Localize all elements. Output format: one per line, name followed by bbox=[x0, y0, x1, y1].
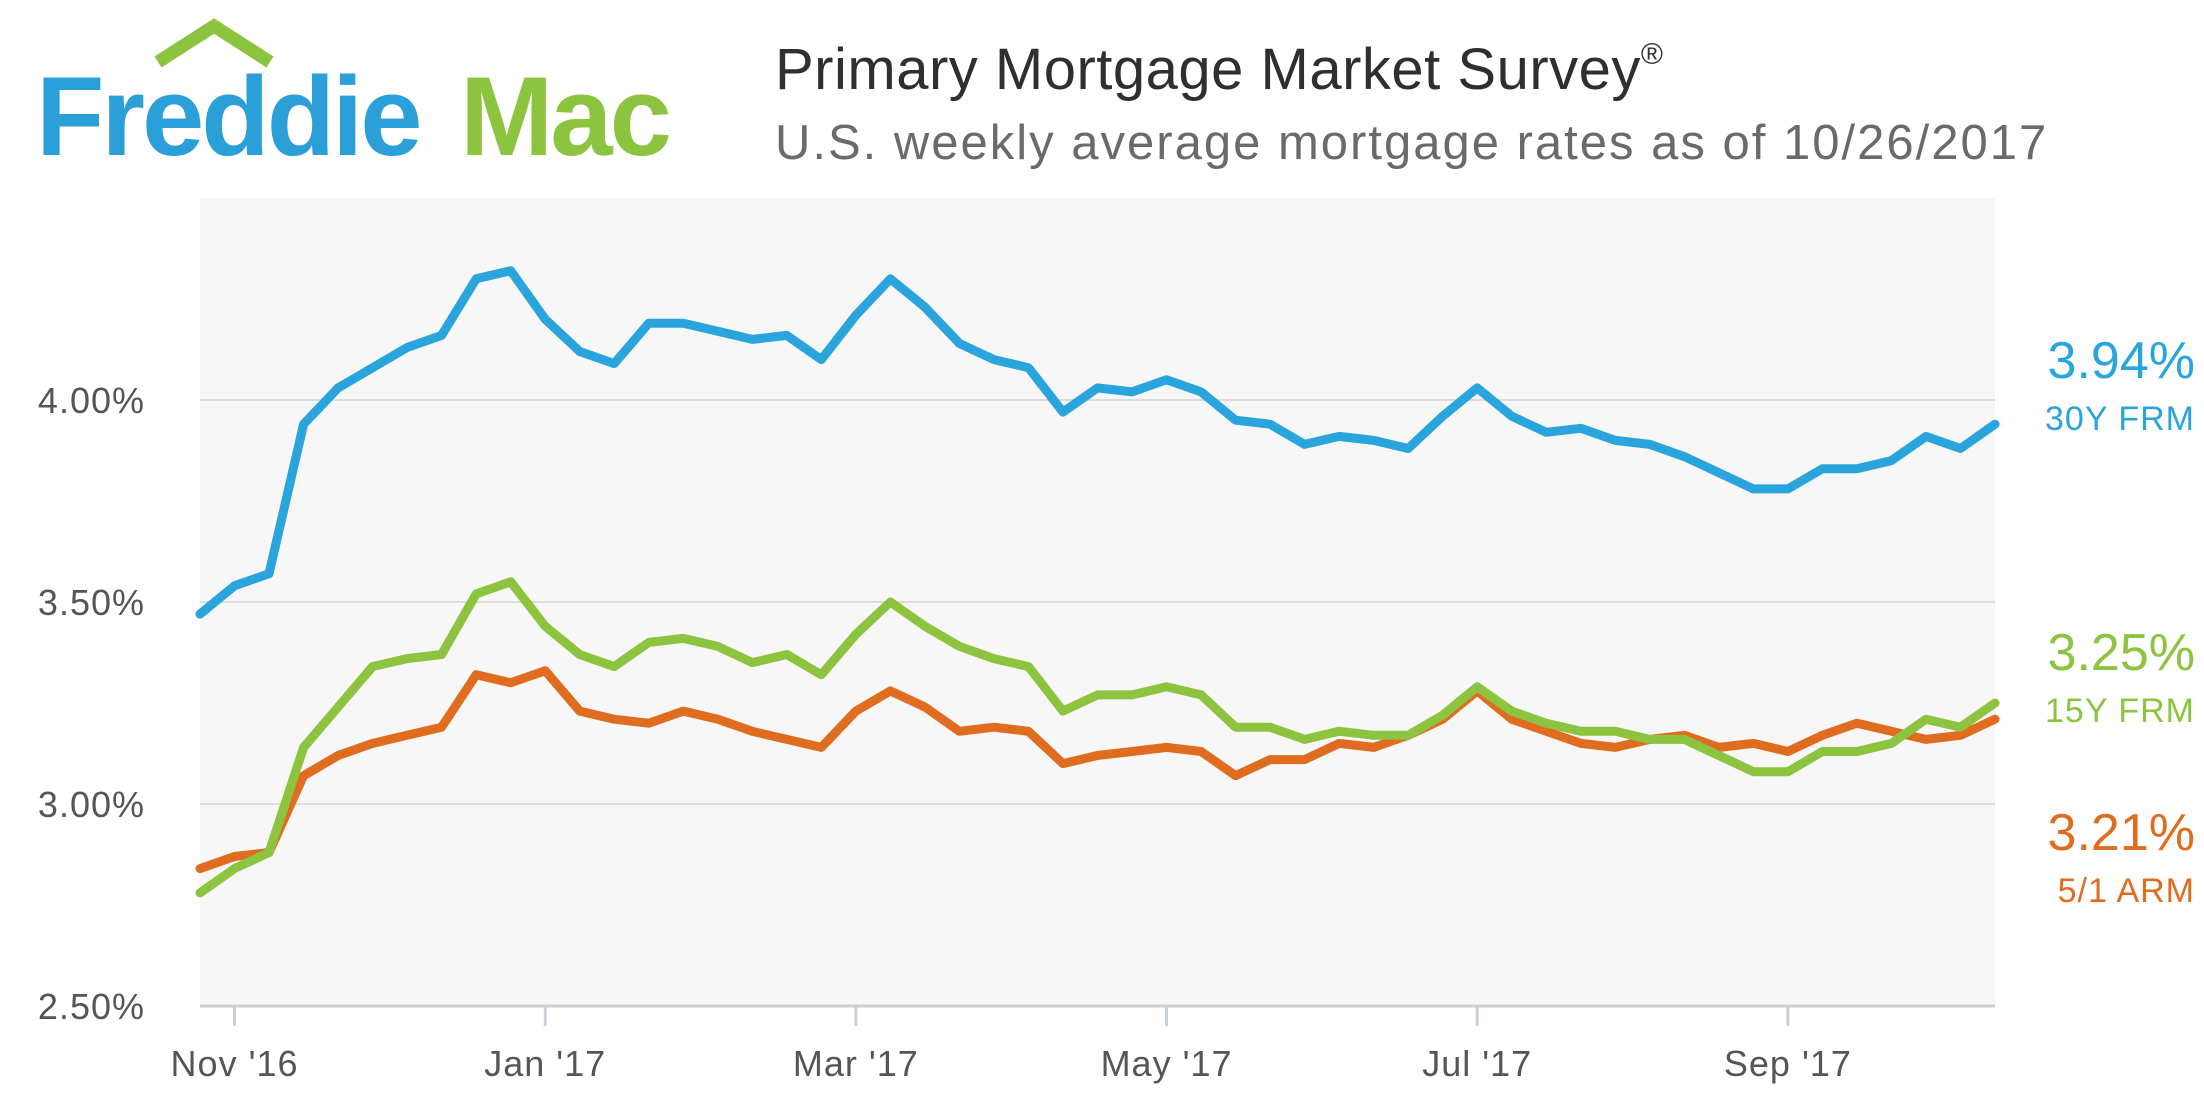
x-tick-label: Mar '17 bbox=[793, 1043, 919, 1084]
series-name-label: 30Y FRM bbox=[2045, 400, 2195, 438]
chart-subtitle: U.S. weekly average mortgage rates as of… bbox=[775, 116, 2049, 170]
y-tick-label: 3.50% bbox=[38, 582, 145, 623]
x-tick-label: Jan '17 bbox=[484, 1043, 606, 1084]
logo-roof-icon bbox=[154, 18, 274, 68]
end-value-label: 3.94% bbox=[2048, 332, 2195, 390]
end-value-label: 3.25% bbox=[2048, 624, 2195, 682]
series-name-label: 5/1 ARM bbox=[2058, 872, 2195, 910]
series-name-label: 15Y FRM bbox=[2045, 692, 2195, 730]
chart-title: Primary Mortgage Market Survey® bbox=[775, 37, 1664, 102]
y-tick-label: 2.50% bbox=[38, 986, 145, 1027]
logo-word-mac: Mac bbox=[460, 54, 670, 179]
x-tick-label: May '17 bbox=[1101, 1043, 1233, 1084]
x-tick-label: Sep '17 bbox=[1724, 1043, 1852, 1084]
series-line-15y-frm bbox=[195, 577, 2000, 898]
series-line-30y-frm bbox=[195, 266, 2000, 619]
end-value-label: 3.21% bbox=[2048, 804, 2195, 862]
x-tick-label: Nov '16 bbox=[171, 1043, 299, 1084]
x-tick-label: Jul '17 bbox=[1422, 1043, 1532, 1084]
registered-mark: ® bbox=[1640, 38, 1664, 71]
logo-word-freddie: Freddie bbox=[36, 54, 420, 179]
freddie-mac-logo: Freddie Mac bbox=[28, 10, 708, 180]
series-line-5-1-arm bbox=[195, 666, 2000, 874]
y-tick-label: 4.00% bbox=[38, 380, 145, 421]
y-tick-label: 3.00% bbox=[38, 784, 145, 825]
